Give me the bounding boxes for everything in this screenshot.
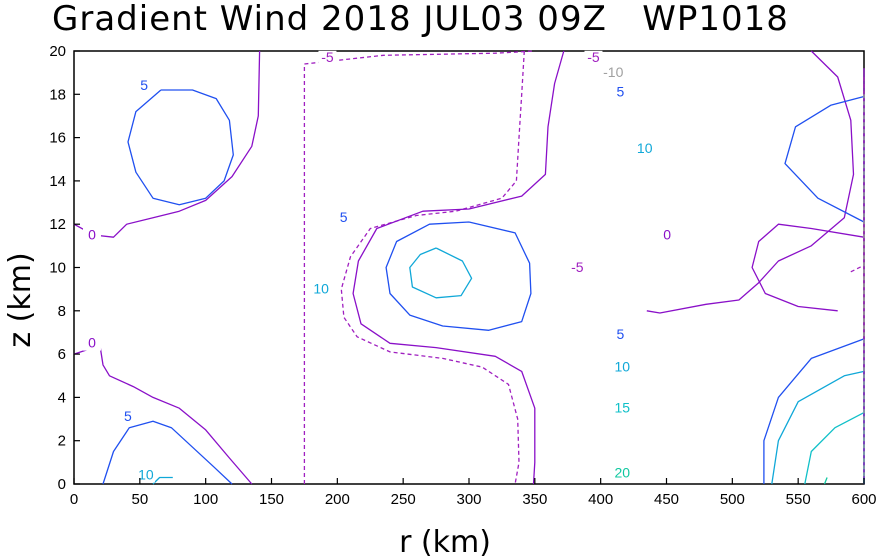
y-tick-label: 8 (58, 303, 66, 320)
contour-label: 10 (614, 358, 630, 374)
contour-label: -5 (321, 49, 334, 65)
contour-label-bg (82, 336, 101, 351)
contour-line--5 (340, 50, 525, 485)
y-tick-label: 14 (49, 173, 66, 190)
x-axis-label: r (km) (399, 525, 491, 560)
contour-label: 10 (138, 467, 154, 483)
contour-label-bg (118, 410, 137, 425)
contour-label: 0 (663, 226, 671, 242)
contour-label-bg (604, 65, 623, 80)
x-tick-label: 50 (131, 491, 148, 508)
contour-label: 5 (340, 209, 348, 225)
contour-label-bg (613, 466, 632, 481)
contour-line-5 (127, 89, 234, 206)
contour-line-0 (646, 50, 855, 314)
contour-label: 10 (637, 140, 653, 156)
contour-label: -10 (603, 64, 623, 80)
contour-label: 10 (313, 280, 329, 296)
contour-line-20 (823, 477, 828, 485)
contour-label-bg (658, 228, 677, 243)
contour-label-bg (136, 468, 155, 483)
y-tick-label: 10 (49, 260, 66, 277)
contour-label-bg (135, 78, 154, 93)
contour-lines (73, 50, 865, 485)
x-tick-label: 500 (720, 491, 745, 508)
y-tick-label: 12 (49, 216, 66, 233)
contour-label: -5 (587, 49, 600, 65)
x-tick-label: 350 (522, 491, 547, 508)
contour-line-15 (804, 411, 865, 485)
contour-line-0 (73, 50, 261, 238)
contour-line-5 (385, 221, 532, 331)
contour-label: 20 (614, 465, 630, 481)
contour-label: 5 (124, 408, 132, 424)
y-tick-label: 4 (58, 389, 66, 406)
contour-label: -5 (571, 259, 584, 275)
contour-label: 5 (617, 326, 625, 342)
y-axis-ticks: 0 2 4 6 8 10 12 14 16 18 20 (49, 43, 80, 493)
contour-line--5 (850, 264, 865, 273)
y-tick-label: 2 (58, 433, 66, 450)
contour-label-bg (334, 211, 353, 226)
x-tick-label: 300 (456, 491, 481, 508)
y-tick-label: 16 (49, 130, 66, 147)
contour-line--5 (303, 50, 535, 484)
contour-label-bg (613, 360, 632, 375)
x-tick-label: 450 (654, 491, 679, 508)
y-tick-label: 20 (49, 43, 66, 60)
contour-label-bg (584, 50, 603, 65)
chart-title: Gradient Wind 2018 JUL03 09Z WP1018 (52, 0, 789, 39)
contour-label: 0 (88, 335, 96, 351)
x-tick-label: 550 (786, 491, 811, 508)
contour-label-bg (613, 401, 632, 416)
contour-label-bg (611, 327, 630, 342)
y-axis-label: z (km) (3, 252, 38, 347)
x-tick-label: 100 (193, 491, 218, 508)
contour-line-0 (751, 223, 865, 312)
x-tick-label: 250 (391, 491, 416, 508)
contour-label: 5 (617, 83, 625, 99)
y-tick-label: 6 (58, 346, 66, 363)
x-tick-label: 400 (588, 491, 613, 508)
contour-label: 5 (140, 77, 148, 93)
contour-line-0 (73, 346, 253, 485)
x-tick-label: 150 (259, 491, 284, 508)
y-tick-label: 18 (49, 86, 66, 103)
contour-line-5 (102, 420, 233, 485)
contour-label-bg (611, 85, 630, 100)
y-tick-label: 0 (58, 476, 66, 493)
x-tick-label: 0 (70, 491, 78, 508)
contour-label-bg (318, 50, 337, 65)
x-tick-label: 600 (851, 491, 876, 508)
contour-label-bg (312, 282, 331, 297)
contour-label-bg (568, 260, 587, 275)
contour-line-10 (152, 476, 173, 485)
contour-line-0 (352, 50, 565, 485)
contour-line-10 (409, 247, 473, 299)
x-axis-ticks: 0 50 100 150 200 250 300 350 400 450 500 550 600 (70, 478, 877, 508)
x-tick-label: 200 (325, 491, 350, 508)
contour-label-bg (82, 228, 101, 243)
contour-label: 15 (614, 400, 630, 416)
contour-label-bg (635, 141, 654, 156)
contour-line-5 (763, 338, 865, 484)
contour-label: 0 (88, 226, 96, 242)
